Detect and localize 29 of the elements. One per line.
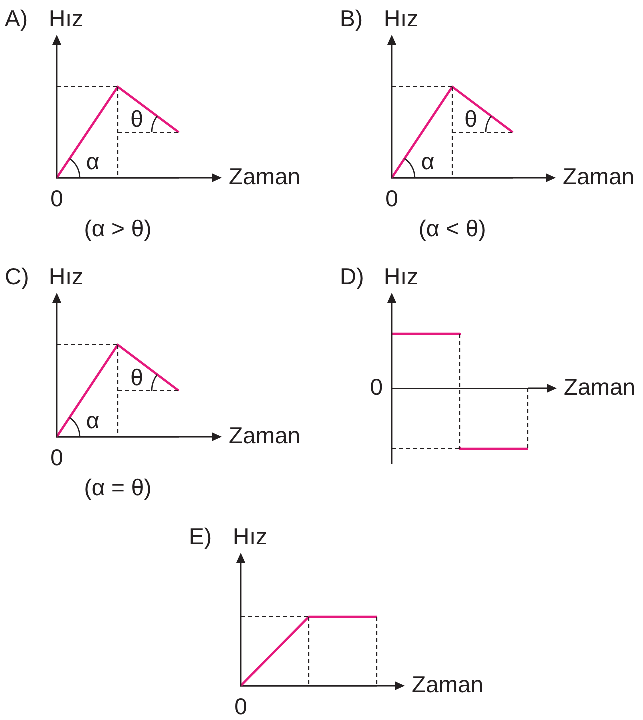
y-axis-title: Hız xyxy=(384,5,418,32)
x-axis-title: Zaman xyxy=(229,163,301,190)
text: 0 xyxy=(50,185,64,212)
x-axis-title: Zaman xyxy=(412,671,484,698)
annotation: θ xyxy=(130,106,144,132)
text: (α = θ) xyxy=(84,474,152,500)
text: 0 xyxy=(50,444,64,470)
chart-title: C) xyxy=(5,263,30,290)
annotation: θ xyxy=(464,106,478,132)
y-axis-title: Hız xyxy=(384,263,418,290)
annotation: α xyxy=(421,148,435,174)
x-axis-title: Zaman xyxy=(229,422,301,448)
x-axis-title: Zaman xyxy=(563,163,635,190)
annotation: α xyxy=(86,148,100,174)
text: 0 xyxy=(386,185,398,212)
chart-title: A) xyxy=(5,5,28,32)
chart-title: B) xyxy=(340,5,363,32)
y-axis-title: Hız xyxy=(49,263,84,290)
text: 0 xyxy=(234,693,248,720)
text: (α < θ) xyxy=(418,215,486,242)
text: 0 xyxy=(370,374,383,400)
chart-title: E) xyxy=(189,523,212,550)
y-axis-title: Hız xyxy=(233,523,268,550)
annotation: α xyxy=(86,407,100,434)
annotation: θ xyxy=(130,364,144,390)
text: (α > θ) xyxy=(84,215,152,242)
chart-title: D) xyxy=(340,263,364,290)
y-axis-title: Hız xyxy=(49,5,84,32)
x-axis-title: Zaman xyxy=(564,374,636,400)
